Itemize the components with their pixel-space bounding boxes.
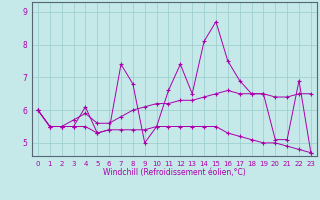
X-axis label: Windchill (Refroidissement éolien,°C): Windchill (Refroidissement éolien,°C) [103, 168, 246, 177]
